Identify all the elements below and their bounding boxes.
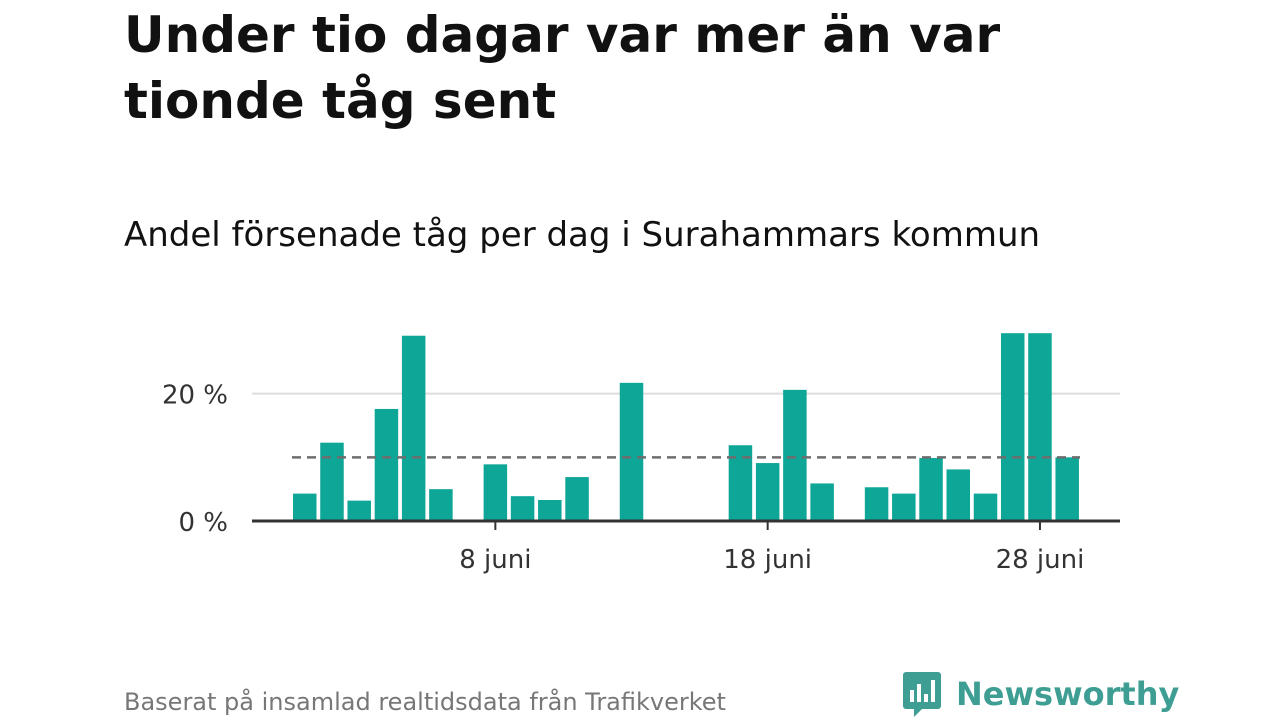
bar [538,499,562,521]
bar [946,469,971,521]
chart-subtitle: Andel försenade tåg per dag i Surahammar… [124,215,1041,255]
bar [864,487,889,521]
bar [892,493,916,521]
bar [973,493,998,521]
bar [1055,457,1079,521]
y-tick-label: 0 % [178,508,228,538]
brand[interactable]: Newsworthy [902,670,1179,718]
bar [1028,333,1052,521]
y-tick-label: 20 % [162,381,228,411]
brand-name: Newsworthy [956,675,1180,713]
bar [429,489,453,521]
bar [619,382,644,521]
source-note: Baserat på insamlad realtidsdata från Tr… [124,688,726,716]
x-tick-label: 28 juni [996,545,1085,575]
bar [783,389,807,521]
bar [374,408,399,521]
x-tick-label: 18 juni [723,545,812,575]
bar [347,500,371,521]
bar [320,442,344,521]
bar [510,496,535,521]
bar-chart-speech-bubble-icon [903,672,941,717]
bar [810,483,834,521]
bar [1000,333,1025,521]
bar [401,335,426,521]
x-tick-label: 8 juni [459,545,531,575]
bar [728,445,753,521]
bar [919,457,943,521]
bar [483,464,508,521]
bar [293,493,317,521]
chart-title: Under tio dagar var mer än var tionde tå… [124,6,1001,130]
bar [755,463,780,521]
bar [565,477,589,521]
